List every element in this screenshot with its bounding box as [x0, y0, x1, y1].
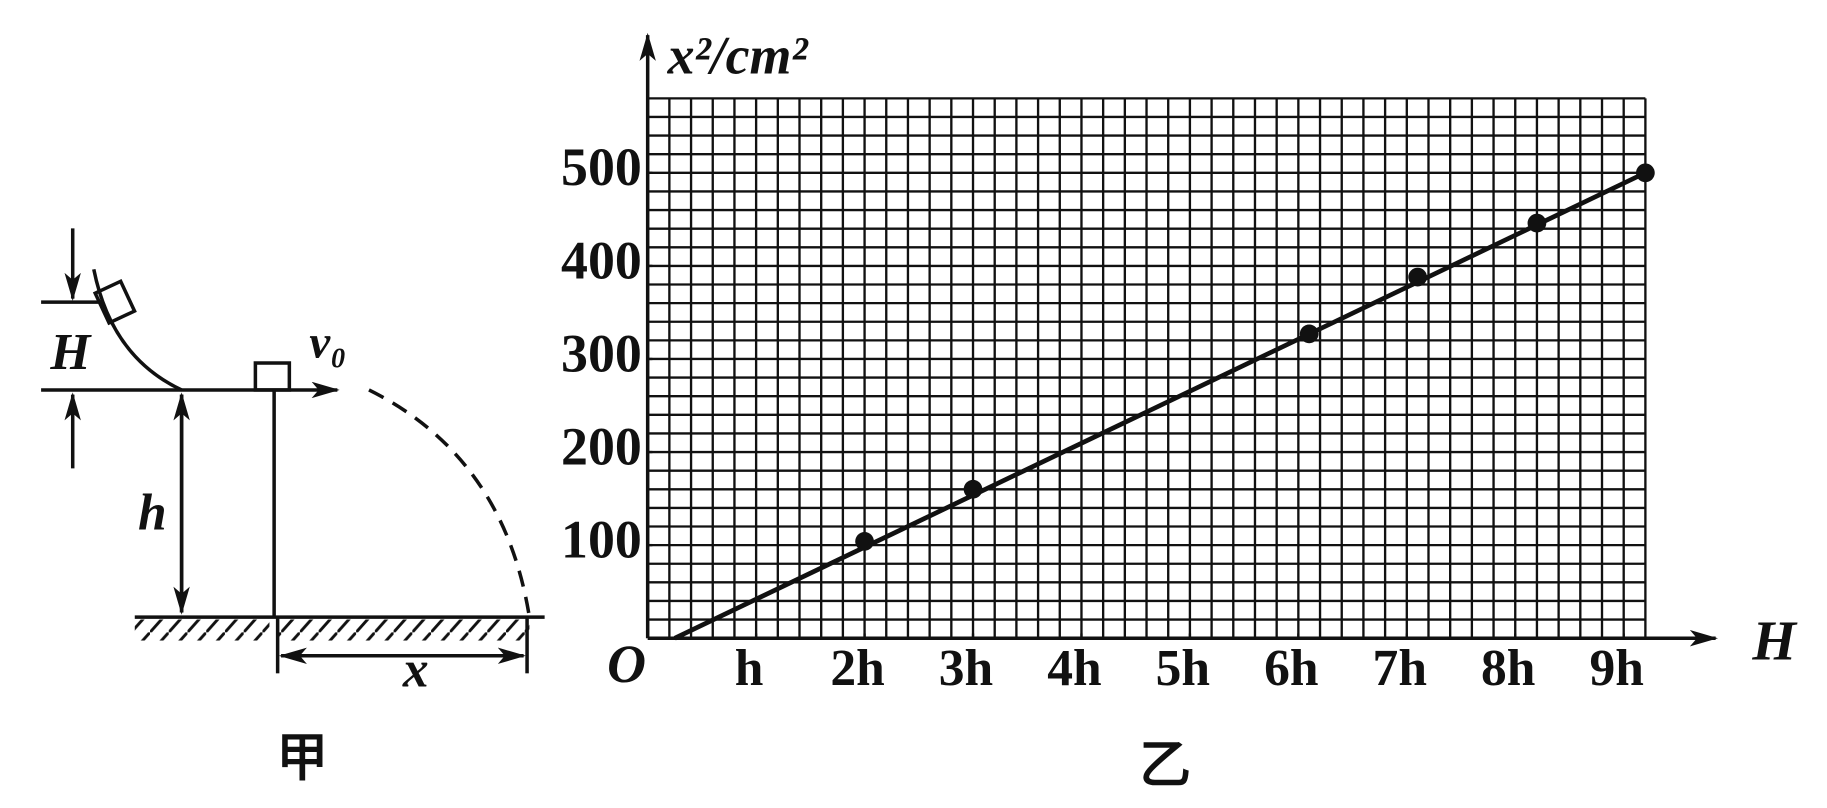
x-tick-label: 2h — [830, 640, 884, 697]
data-point — [1299, 324, 1319, 344]
caption: 甲 — [276, 730, 328, 787]
x-tick-label: 6h — [1264, 640, 1318, 697]
x-tick-label: 4h — [1047, 640, 1101, 697]
data-point — [1527, 213, 1547, 233]
x-tick-label: 9h — [1589, 640, 1643, 697]
label-H: H — [49, 324, 92, 381]
diagram: H h v₀ x 甲 — [41, 228, 545, 787]
y-tick-label: 400 — [561, 230, 642, 290]
x-tick-label: 5h — [1156, 640, 1210, 697]
y-tick-label: 300 — [561, 323, 642, 383]
x-tick-label: 8h — [1481, 640, 1535, 697]
y-tick-label: 500 — [561, 137, 642, 197]
fit-line — [673, 170, 1647, 641]
x-axis-label: H — [1751, 610, 1798, 672]
data-point — [1408, 267, 1428, 287]
x-tick-label: 7h — [1373, 640, 1427, 697]
x-tick-label: 3h — [939, 640, 993, 697]
y-tick-label: 100 — [561, 509, 642, 569]
label-h: h — [138, 484, 167, 541]
data-point — [855, 532, 874, 551]
y-axis-label: x²/cm² — [667, 25, 810, 85]
caption: 乙 — [1140, 737, 1192, 794]
data-point — [1636, 163, 1655, 183]
x-tick-label: h — [735, 640, 764, 697]
y-tick-label: 200 — [561, 416, 642, 476]
label-v0: v₀ — [309, 316, 346, 368]
label-x: x — [402, 641, 429, 698]
data-point — [963, 479, 983, 499]
origin-label: O — [607, 634, 646, 694]
